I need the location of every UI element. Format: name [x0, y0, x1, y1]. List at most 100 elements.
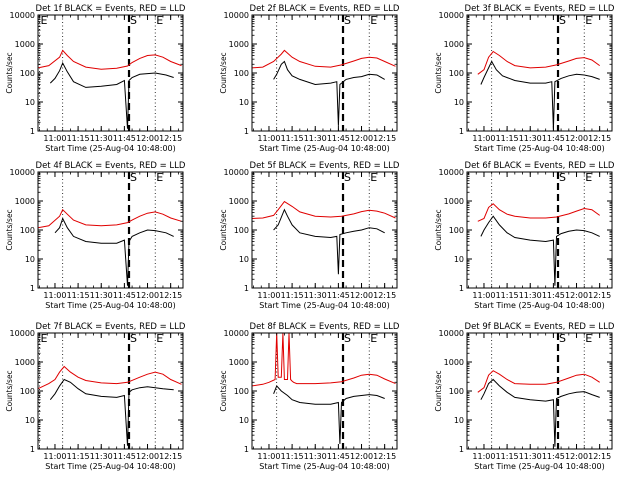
x-tick-label: 11:15: [67, 291, 90, 300]
x-tick-label: 12:15: [588, 291, 611, 300]
x-tick-label: 12:00: [565, 291, 588, 300]
lld-series-line: [251, 332, 396, 387]
x-tick-label: 12:15: [159, 291, 182, 300]
end-marker-label: E: [41, 14, 48, 27]
start-marker-label: S: [344, 14, 351, 27]
plot-frame: [37, 14, 184, 132]
x-tick-label: 11:30: [90, 291, 113, 300]
events-series-line: [273, 208, 385, 275]
x-tick-label: 11:15: [496, 452, 519, 461]
plot-frame: [251, 332, 398, 450]
panel-title: Det 3f BLACK = Events, RED = LLD: [465, 4, 615, 14]
x-tick-label: 11:15: [281, 134, 304, 143]
y-axis-label: Counts/sec: [219, 52, 228, 93]
events-series-line: [480, 60, 600, 129]
x-tick-label: 11:45: [542, 452, 565, 461]
x-tick-label: 11:30: [90, 452, 113, 461]
x-tick-label: 11:00: [257, 291, 280, 300]
start-marker-label: S: [559, 332, 566, 345]
panel-title: Det 4f BLACK = Events, RED = LLD: [36, 161, 186, 171]
events-series-line: [273, 384, 385, 444]
events-series-line: [480, 378, 600, 447]
y-tick-label: 100: [449, 226, 464, 235]
x-tick-label: 11:30: [304, 452, 327, 461]
start-marker-label: S: [130, 332, 137, 345]
x-tick-label: 12:00: [350, 134, 373, 143]
x-axis-label: Start Time (25-Aug-04 10:48:00): [45, 144, 176, 153]
y-axis-label: Counts/sec: [434, 209, 443, 250]
x-tick-label: 12:15: [159, 452, 182, 461]
y-tick-label: 10000: [10, 329, 35, 338]
y-tick-label: 10000: [439, 168, 464, 177]
plot-frame: [37, 332, 184, 450]
y-tick-label: 10: [239, 98, 249, 107]
y-axis-label: Counts/sec: [219, 370, 228, 411]
y-tick-label: 1000: [15, 197, 35, 206]
y-tick-label: 100: [20, 69, 35, 78]
x-tick-label: 11:15: [281, 452, 304, 461]
y-axis-label: Counts/sec: [219, 209, 228, 250]
x-tick-label: 12:00: [565, 452, 588, 461]
y-tick-label: 1000: [444, 358, 464, 367]
y-tick-label: 1: [459, 127, 464, 136]
y-tick-label: 1000: [15, 40, 35, 49]
end-marker-label: E: [585, 332, 592, 345]
x-tick-label: 11:30: [90, 134, 113, 143]
x-axis-label: Start Time (25-Aug-04 10:48:00): [474, 301, 605, 310]
start-marker-label: S: [344, 171, 351, 184]
x-axis-label: Start Time (25-Aug-04 10:48:00): [45, 462, 176, 471]
y-tick-label: 10: [454, 255, 464, 264]
x-tick-label: 11:30: [519, 134, 542, 143]
y-tick-label: 10000: [10, 11, 35, 20]
y-tick-label: 10000: [439, 11, 464, 20]
end-marker-label: E: [370, 171, 377, 184]
x-tick-label: 12:15: [588, 452, 611, 461]
y-tick-label: 1: [30, 284, 35, 293]
y-axis-label: Counts/sec: [5, 52, 14, 93]
y-tick-label: 100: [234, 387, 249, 396]
y-tick-label: 10000: [224, 168, 249, 177]
lld-series-line: [37, 208, 182, 229]
y-tick-label: 1000: [229, 40, 249, 49]
lld-series-line: [37, 365, 182, 390]
y-axis-label: Counts/sec: [5, 370, 14, 411]
y-tick-label: 10000: [439, 329, 464, 338]
y-tick-label: 10: [25, 255, 35, 264]
x-tick-label: 11:45: [327, 134, 350, 143]
start-marker-label: S: [130, 14, 137, 27]
y-tick-label: 1000: [229, 197, 249, 206]
x-tick-label: 11:45: [113, 452, 136, 461]
x-tick-label: 11:00: [43, 291, 66, 300]
y-tick-label: 10000: [224, 11, 249, 20]
y-tick-label: 10: [454, 98, 464, 107]
y-tick-label: 10: [454, 416, 464, 425]
x-axis-label: Start Time (25-Aug-04 10:48:00): [259, 462, 390, 471]
end-marker-label: E: [156, 171, 163, 184]
y-tick-label: 1: [244, 127, 249, 136]
x-tick-label: 11:30: [304, 134, 327, 143]
plot-frame: [466, 171, 613, 289]
y-tick-label: 100: [234, 69, 249, 78]
x-tick-label: 11:30: [519, 452, 542, 461]
x-tick-label: 12:15: [373, 134, 396, 143]
x-tick-label: 11:00: [472, 291, 495, 300]
x-tick-label: 12:15: [373, 291, 396, 300]
y-tick-label: 1: [244, 445, 249, 454]
end-marker-label: E: [156, 14, 163, 27]
y-tick-label: 100: [449, 387, 464, 396]
x-tick-label: 11:00: [257, 452, 280, 461]
end-marker-label: E: [585, 171, 592, 184]
y-tick-label: 1: [459, 445, 464, 454]
plot-frame: [251, 14, 398, 132]
y-tick-label: 100: [20, 387, 35, 396]
x-axis-label: Start Time (25-Aug-04 10:48:00): [45, 301, 176, 310]
x-tick-label: 12:15: [373, 452, 396, 461]
y-tick-label: 1: [459, 284, 464, 293]
x-tick-label: 11:15: [281, 291, 304, 300]
x-tick-label: 11:00: [43, 134, 66, 143]
